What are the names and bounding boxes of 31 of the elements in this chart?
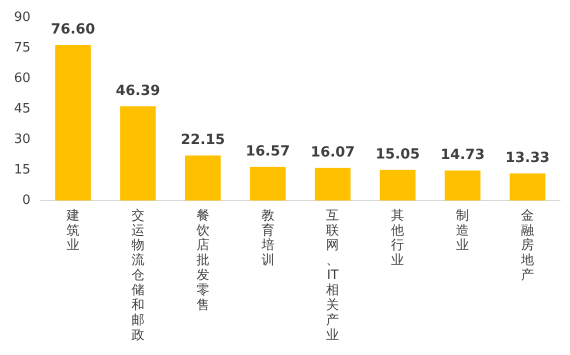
bar bbox=[444, 170, 480, 200]
y-tick-label: 0 bbox=[22, 192, 31, 208]
category-label: 交运物流仓储和邮政 bbox=[131, 208, 144, 343]
data-label: 15.05 bbox=[376, 146, 420, 163]
x-tick-label: 金融房地产 bbox=[520, 208, 534, 284]
y-tick-label: 15 bbox=[14, 162, 31, 178]
x-tick-label: 其他行业 bbox=[391, 208, 404, 268]
x-tick-label: 教育培训 bbox=[260, 208, 274, 268]
data-label: 22.15 bbox=[180, 132, 226, 148]
data-label: 16.07 bbox=[310, 144, 355, 160]
category-label: 互联网、IT相关产业 bbox=[326, 208, 340, 343]
y-tick-label: 45 bbox=[14, 102, 31, 116]
bar bbox=[185, 156, 221, 200]
y-tick-label: 30 bbox=[14, 132, 31, 147]
data-label: 14.73 bbox=[440, 147, 485, 164]
y-tick-label: 75 bbox=[14, 40, 31, 56]
bar bbox=[55, 44, 91, 200]
x-tick-label: 餐饮店批发零售 bbox=[195, 208, 210, 313]
y-tick-label: 60 bbox=[14, 71, 31, 86]
data-label: 16.57 bbox=[246, 143, 290, 160]
bar bbox=[250, 166, 286, 200]
bar bbox=[510, 173, 546, 200]
bar bbox=[120, 106, 156, 200]
data-label: 46.39 bbox=[116, 82, 160, 99]
x-tick-label: 建筑业 bbox=[66, 208, 80, 254]
bar bbox=[314, 168, 351, 200]
data-label: 13.33 bbox=[505, 150, 550, 166]
data-label: 76.60 bbox=[50, 22, 96, 38]
x-tick-label: 制造业 bbox=[456, 208, 470, 254]
bar bbox=[380, 170, 416, 200]
y-tick-label: 90 bbox=[14, 10, 31, 26]
